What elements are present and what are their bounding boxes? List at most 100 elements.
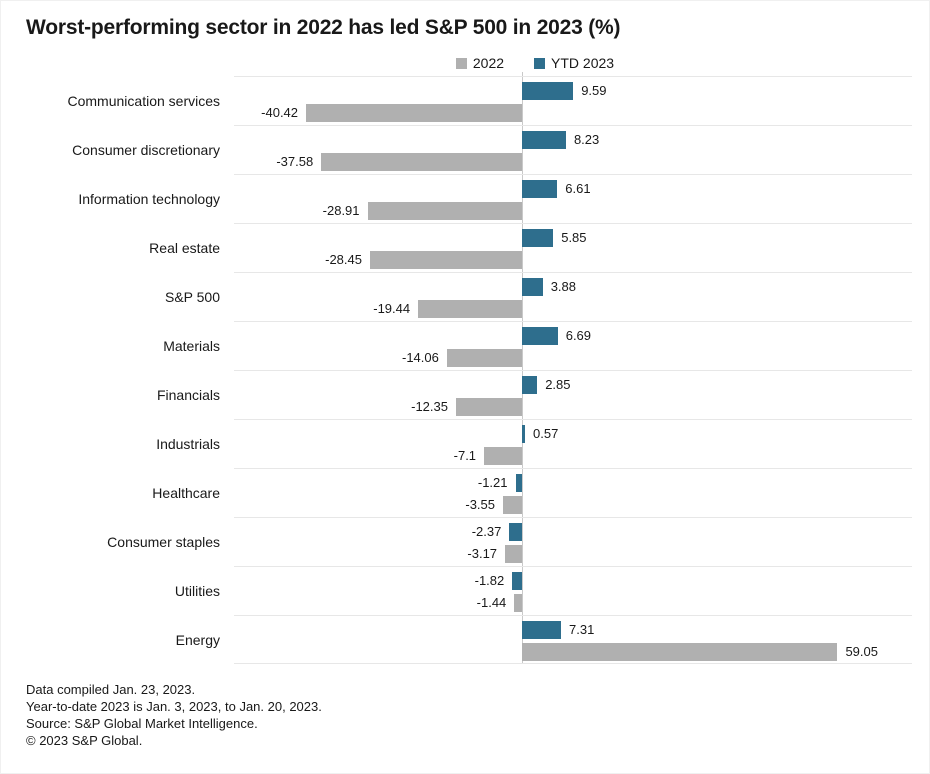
category-label: Consumer staples bbox=[107, 533, 220, 550]
value-label: -7.1 bbox=[453, 448, 477, 463]
value-label: -37.58 bbox=[276, 154, 314, 169]
value-label: -14.06 bbox=[401, 350, 439, 365]
category-label: Financials bbox=[156, 386, 220, 403]
bar-ytd-2023 bbox=[509, 523, 522, 541]
footnote-line: Source: S&P Global Market Intelligence. bbox=[26, 716, 258, 731]
value-label: -28.45 bbox=[325, 252, 362, 267]
bar-ytd-2023 bbox=[521, 82, 574, 100]
row-plot-area: 8.23 -37.58 bbox=[234, 125, 912, 174]
value-label: 3.88 bbox=[550, 279, 577, 294]
chart-row: Consumer staples -2.37 -3.17 bbox=[26, 517, 912, 566]
row-plot-area: 2.85 -12.35 bbox=[234, 370, 912, 419]
chart-row: Materials 6.69 -14.06 bbox=[26, 321, 912, 370]
chart-row: Utilities -1.82 -1.44 bbox=[26, 566, 912, 615]
value-label: 6.61 bbox=[565, 181, 591, 196]
value-label: -2.37 bbox=[471, 524, 502, 539]
footnote-line: Year-to-date 2023 is Jan. 3, 2023, to Ja… bbox=[26, 699, 322, 714]
row-plot-area: -2.37 -3.17 bbox=[234, 517, 912, 566]
category-label: Healthcare bbox=[152, 484, 220, 501]
row-plot-area: 0.57 -7.1 bbox=[234, 419, 912, 468]
value-label: -28.91 bbox=[322, 203, 360, 218]
legend-item-ytd-2023: YTD 2023 bbox=[534, 55, 614, 71]
value-label: 7.31 bbox=[569, 622, 595, 637]
bar-2022 bbox=[418, 300, 522, 318]
bar-2022 bbox=[503, 496, 522, 514]
value-label: 0.57 bbox=[533, 426, 559, 441]
bar-2022 bbox=[446, 349, 522, 367]
row-plot-area: -1.21 -3.55 bbox=[234, 468, 912, 517]
category-label: Industrials bbox=[156, 435, 220, 452]
bar-ytd-2023 bbox=[521, 376, 538, 394]
category-label: Utilities bbox=[174, 582, 220, 599]
footnote-line: © 2023 S&P Global. bbox=[26, 733, 143, 748]
value-label: -40.42 bbox=[261, 105, 299, 120]
value-label: 2.85 bbox=[545, 377, 571, 392]
row-plot-area: 6.61 -28.91 bbox=[234, 174, 912, 223]
chart-row: Healthcare -1.21 -3.55 bbox=[26, 468, 912, 517]
bar-2022 bbox=[514, 594, 522, 612]
row-plot-area: 9.59 -40.42 bbox=[234, 76, 912, 125]
bar-2022 bbox=[484, 447, 522, 465]
value-label: 9.59 bbox=[581, 83, 607, 98]
footnote-line: Data compiled Jan. 23, 2023. bbox=[26, 682, 196, 697]
value-label: 59.05 bbox=[845, 644, 878, 659]
value-label: -3.55 bbox=[465, 497, 496, 512]
chart-row: Real estate 5.85 -28.45 bbox=[26, 223, 912, 272]
chart-row: Energy 7.31 59.05 bbox=[26, 615, 912, 664]
value-label: -1.21 bbox=[477, 475, 508, 490]
row-plot-area: 7.31 59.05 bbox=[234, 615, 912, 664]
category-label: Real estate bbox=[149, 239, 220, 256]
bar-ytd-2023 bbox=[521, 180, 558, 198]
category-label: Communication services bbox=[67, 92, 221, 109]
row-plot-area: 3.88 -19.44 bbox=[234, 272, 912, 321]
value-label: -19.44 bbox=[373, 301, 411, 316]
bar-2022 bbox=[521, 643, 838, 661]
bar-2022 bbox=[369, 251, 522, 269]
bar-2022 bbox=[306, 104, 522, 122]
value-label: 6.69 bbox=[565, 328, 592, 343]
chart-rows: Communication services 9.59 -40.42 Consumer… bbox=[26, 76, 912, 664]
bar-ytd-2023 bbox=[515, 474, 522, 492]
value-label: 8.23 bbox=[573, 132, 600, 147]
bar-2022 bbox=[367, 202, 522, 220]
bar-ytd-2023 bbox=[521, 131, 566, 149]
chart-row: Industrials 0.57 -7.1 bbox=[26, 419, 912, 468]
chart-row: S&P 500 3.88 -19.44 bbox=[26, 272, 912, 321]
chart-row: Consumer discretionary 8.23 -37.58 bbox=[26, 125, 912, 174]
legend-label-2022: 2022 bbox=[472, 55, 505, 71]
row-plot-area: 5.85 -28.45 bbox=[234, 223, 912, 272]
chart-row: Communication services 9.59 -40.42 bbox=[26, 76, 912, 125]
bar-ytd-2023 bbox=[521, 229, 554, 247]
legend-item-2022: 2022 bbox=[455, 55, 505, 71]
bar-ytd-2023 bbox=[521, 425, 525, 443]
bar-ytd-2023 bbox=[521, 278, 543, 296]
value-label: -1.82 bbox=[474, 573, 505, 588]
bar-2022 bbox=[321, 153, 522, 171]
bar-ytd-2023 bbox=[521, 621, 562, 639]
bar-ytd-2023 bbox=[521, 327, 558, 345]
bar-chart: Communication services 9.59 -40.42 Consumer… bbox=[26, 72, 912, 664]
category-label: S&P 500 bbox=[164, 288, 220, 305]
category-label: Materials bbox=[163, 337, 220, 354]
row-plot-area: -1.82 -1.44 bbox=[234, 566, 912, 615]
category-label: Consumer discretionary bbox=[72, 141, 220, 158]
chart-row: Financials 2.85 -12.35 bbox=[26, 370, 912, 419]
value-label: 5.85 bbox=[561, 230, 587, 245]
legend-swatch-ytd-2023-icon bbox=[534, 57, 546, 69]
bar-2022 bbox=[505, 545, 522, 563]
value-label: -3.17 bbox=[467, 546, 498, 561]
value-label: -1.44 bbox=[476, 595, 507, 610]
legend: 2022 YTD 2023 bbox=[196, 54, 874, 72]
chart-title: Worst-performing sector in 2022 has led … bbox=[26, 16, 621, 39]
bar-2022 bbox=[455, 398, 522, 416]
bar-ytd-2023 bbox=[512, 572, 522, 590]
value-label: -12.35 bbox=[411, 399, 448, 414]
footnotes: Data compiled Jan. 23, 2023. Year-to-dat… bbox=[26, 681, 322, 749]
category-label: Energy bbox=[175, 631, 220, 648]
chart-row: Information technology 6.61 -28.91 bbox=[26, 174, 912, 223]
legend-swatch-2022-icon bbox=[455, 57, 467, 69]
row-plot-area: 6.69 -14.06 bbox=[234, 321, 912, 370]
category-label: Information technology bbox=[78, 190, 220, 207]
legend-label-ytd-2023: YTD 2023 bbox=[551, 55, 615, 71]
